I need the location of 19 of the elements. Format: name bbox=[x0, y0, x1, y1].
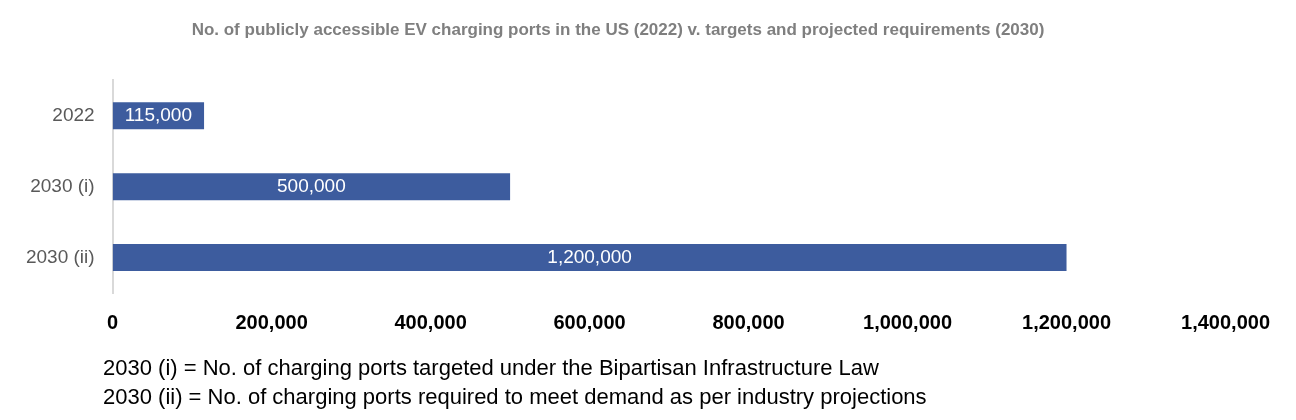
x-tick-label: 600,000 bbox=[553, 310, 626, 333]
text: 2030 (ii) = No. of charging ports required to meet demand as per industry projections bbox=[103, 383, 928, 411]
bar bbox=[112, 173, 511, 201]
x-tick-label: 0 bbox=[107, 310, 119, 333]
x-tick-label: 800,000 bbox=[712, 310, 785, 333]
data-label: 1,200,000 bbox=[547, 245, 632, 267]
data-label: 115,000 bbox=[124, 104, 192, 126]
y-tick-label: 2030 (ii) bbox=[25, 245, 95, 267]
x-tick-label: 200,000 bbox=[235, 310, 308, 333]
x-tick-label: 1,200,000 bbox=[1022, 310, 1112, 333]
chart-title: No. of publicly accessible EV charging ports in the US (2022) v. targets and projected requirements (2030) bbox=[191, 19, 1045, 39]
bar bbox=[112, 244, 1067, 272]
data-label: 500,000 bbox=[277, 174, 346, 196]
y-tick-label: 2022 bbox=[52, 104, 95, 126]
x-tick-label: 400,000 bbox=[394, 310, 467, 333]
y-tick-label: 2030 (i) bbox=[30, 174, 95, 196]
x-tick-label: 1,400,000 bbox=[1181, 310, 1270, 333]
x-tick-label: 1,000,000 bbox=[863, 310, 953, 333]
text: 2030 (i) = No. of charging ports targeted under the Bipartisan Infrastructure Law bbox=[103, 354, 880, 382]
